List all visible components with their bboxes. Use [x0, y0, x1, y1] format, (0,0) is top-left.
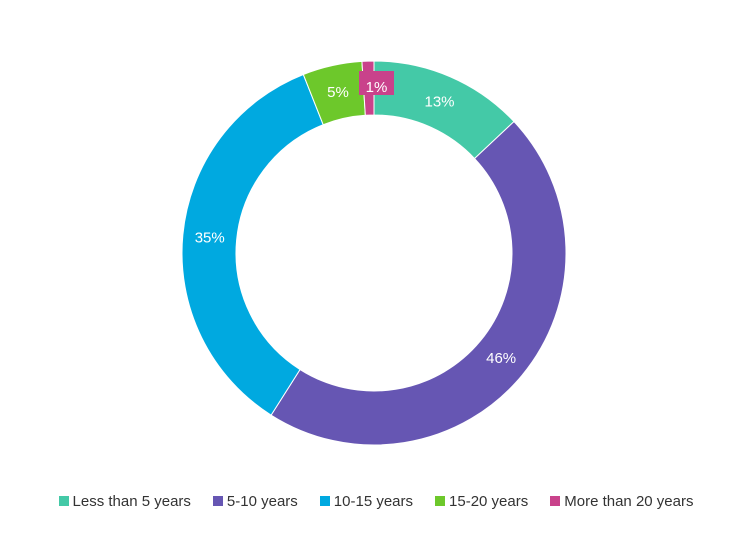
donut-chart-svg: 13% 46% 35% 5% 1% — [181, 60, 567, 446]
donut-chart: 13% 46% 35% 5% 1% — [181, 60, 567, 446]
legend-label-10-15-years: 10-15 years — [333, 492, 414, 510]
legend-swatch-less-than-5-years — [58, 496, 69, 506]
slice-label-less-than-5-years: 13% — [425, 94, 455, 111]
legend-item-10-15-years[interactable]: 10-15 years — [319, 492, 414, 510]
slice-label-10-15-years: 35% — [195, 229, 225, 246]
slice-label-5-10-years: 46% — [486, 350, 516, 367]
legend-label-less-than-5-years: Less than 5 years — [72, 492, 191, 510]
slice-5-10-years — [270, 120, 567, 446]
legend-swatch-15-20-years — [435, 496, 446, 506]
legend-item-15-20-years[interactable]: 15-20 years — [435, 493, 528, 510]
legend-swatch-10-15-years — [319, 496, 330, 506]
slice-10-15-years — [181, 73, 324, 416]
legend-label-15-20-years: 15-20 years — [449, 492, 529, 510]
slice-label-box-more-than-20-years — [359, 71, 394, 95]
slice-label-15-20-years: 5% — [327, 84, 349, 101]
legend-item-5-10-years[interactable]: 5-10 years — [212, 492, 298, 510]
legend-label-5-10-years: 5-10 years — [226, 492, 298, 510]
legend-item-less-than-5-years[interactable]: Less than 5 years — [58, 492, 191, 510]
slice-label-more-than-20-years: 1% — [366, 79, 388, 96]
legend-swatch-more-than-20-years — [550, 496, 561, 506]
legend: Less than 5 years 5-10 years 10-15 years 15… — [0, 489, 752, 513]
legend-label-more-than-20-years: More than 20 years — [564, 492, 694, 510]
legend-swatch-5-10-years — [212, 496, 223, 506]
legend-item-more-than-20-years[interactable]: More than 20 years — [550, 493, 693, 510]
